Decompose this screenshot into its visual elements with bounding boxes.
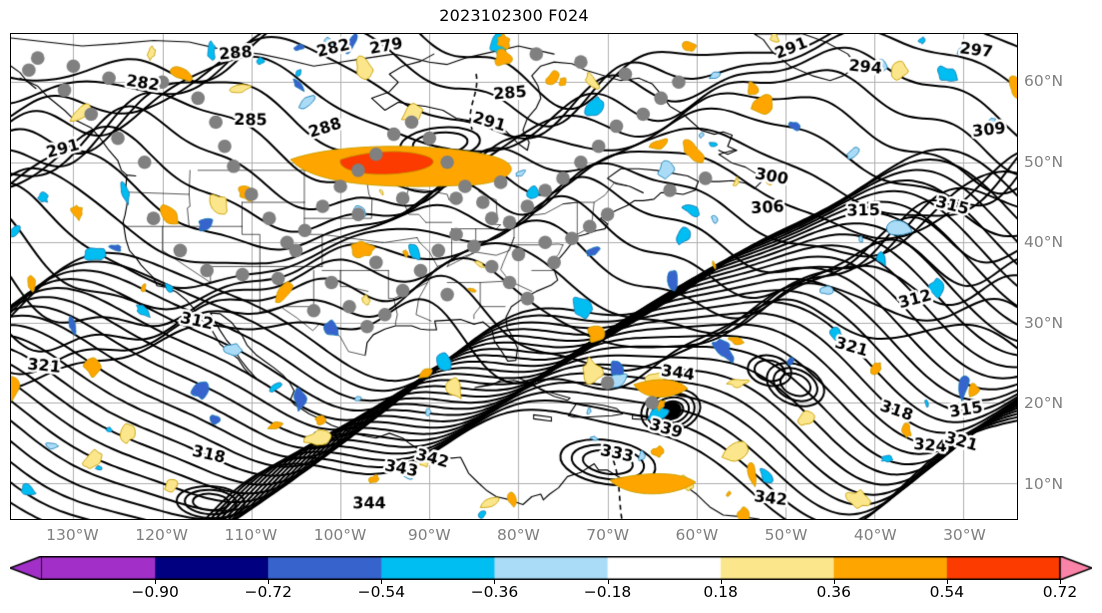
x-tick-9: 40°W (853, 526, 897, 544)
y-tick-3: 30°N (1024, 313, 1064, 332)
map-plot-area[interactable] (10, 33, 1018, 520)
x-tick-5: 80°W (497, 526, 540, 544)
colorbar-tick-8: 0.72 (1042, 583, 1078, 601)
colorbar-tick-mark-8 (1060, 580, 1061, 584)
colorbar-tick-mark-0 (155, 580, 157, 584)
colorbar-tick-3: −0.36 (470, 583, 519, 601)
y-tick-4: 20°N (1024, 394, 1064, 413)
colorbar-tick-mark-5 (720, 580, 722, 584)
contour-map-canvas (11, 34, 1017, 519)
colorbar-tick-mark-3 (494, 580, 496, 584)
y-tick-2: 40°N (1024, 233, 1064, 252)
x-tick-0: 130°W (46, 526, 99, 544)
colorbar-tick-0: −0.90 (131, 583, 179, 601)
colorbar-tick-6: 0.36 (816, 583, 852, 601)
colorbar-tick-mark-4 (607, 580, 609, 584)
x-tick-10: 30°W (943, 526, 986, 544)
colorbar-tick-mark-1 (268, 580, 270, 584)
x-tick-3: 100°W (313, 526, 367, 544)
x-tick-1: 120°W (135, 526, 188, 544)
colorbar-canvas (10, 556, 1092, 580)
colorbar-tick-2: −0.54 (357, 583, 406, 601)
colorbar-tick-mark-2 (381, 580, 383, 584)
x-tick-6: 70°W (586, 526, 630, 544)
x-tick-8: 50°W (764, 526, 808, 544)
colorbar-tick-mark-6 (833, 580, 835, 584)
colorbar[interactable] (10, 556, 1092, 580)
page-title: 2023102300 F024 (439, 6, 589, 25)
colorbar-tick-4: −0.18 (583, 583, 632, 601)
colorbar-tick-5: 0.18 (703, 583, 738, 601)
y-tick-0: 60°N (1024, 72, 1064, 91)
x-tick-7: 60°W (675, 526, 719, 544)
y-tick-1: 50°N (1024, 152, 1064, 171)
colorbar-tick-7: 0.54 (929, 583, 965, 601)
x-tick-4: 90°W (407, 526, 451, 544)
x-tick-2: 110°W (224, 526, 278, 544)
colorbar-tick-1: −0.72 (244, 583, 292, 601)
y-tick-5: 10°N (1024, 474, 1064, 493)
colorbar-tick-mark-7 (946, 580, 948, 584)
